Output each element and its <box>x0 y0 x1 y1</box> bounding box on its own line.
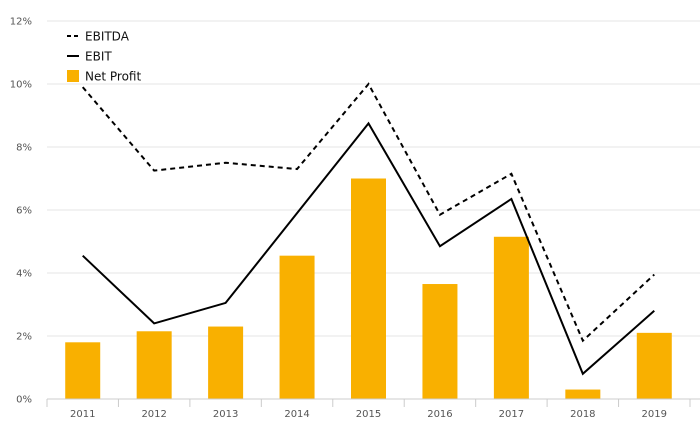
y-tick-label: 8% <box>16 143 32 154</box>
line-ebit <box>82 121 655 376</box>
y-tick-label: 10% <box>10 80 32 91</box>
bar-net-profit <box>279 255 315 399</box>
x-tick-label: 2015 <box>356 409 381 420</box>
series-lines <box>81 82 655 376</box>
bar-net-profit <box>136 331 172 399</box>
legend-label-ebitda: EBITDA <box>85 30 130 44</box>
x-tick-label: 2016 <box>427 409 452 420</box>
bar-net-profit <box>565 389 601 399</box>
bar-net-profit <box>208 326 244 399</box>
x-tick-label: 2018 <box>570 409 595 420</box>
line-ebitda <box>81 82 655 343</box>
x-tick-label: 2012 <box>141 409 166 420</box>
axes: 0% 2% 4% 6% 8% 10% 12% 2011 2012 2013 2014 2015 2016… <box>10 17 700 420</box>
bar-net-profit <box>636 332 672 399</box>
x-tick-label: 2013 <box>213 409 238 420</box>
y-tick-label: 0% <box>16 395 32 406</box>
bar-net-profit <box>422 284 458 399</box>
y-tick-label: 4% <box>16 269 32 280</box>
x-tick-label: 2017 <box>499 409 524 420</box>
x-tick-label: 2011 <box>70 409 95 420</box>
y-tick-label: 12% <box>10 17 32 28</box>
legend-swatch-net-profit <box>67 70 79 82</box>
legend-label-net-profit: Net Profit <box>85 70 141 84</box>
legend-label-ebit: EBIT <box>85 50 112 64</box>
bar-net-profit <box>351 178 386 399</box>
bar-net-profit <box>65 342 101 399</box>
y-tick-label: 6% <box>16 206 32 217</box>
legend: EBITDA EBIT Net Profit <box>67 30 141 84</box>
y-tick-label: 2% <box>16 332 32 343</box>
x-tick-label: 2019 <box>642 409 667 420</box>
bar-net-profit <box>493 236 529 399</box>
x-tick-label: 2014 <box>284 409 309 420</box>
bars-net-profit <box>65 178 672 399</box>
